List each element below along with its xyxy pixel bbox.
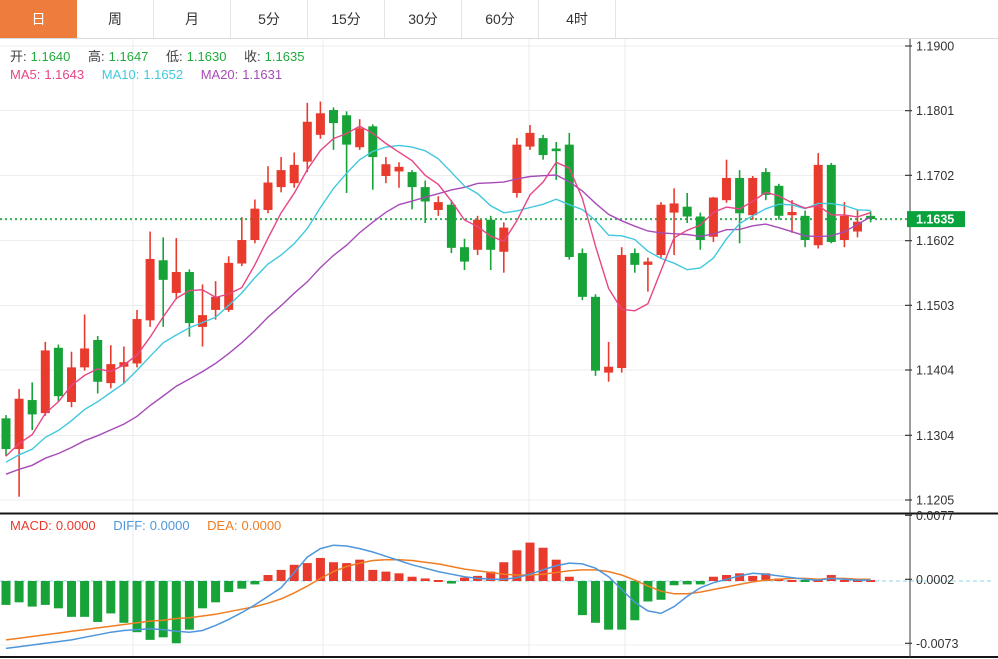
price-tick-label: 1.1404 [916, 364, 954, 378]
tab-label: 30分 [408, 11, 438, 27]
macd-panel [0, 542, 992, 650]
macd-legend: MACD: 0.0000 DIFF: 0.0000 DEA: 0.0000 [10, 518, 285, 533]
high-label: 高: [88, 49, 105, 64]
ma20-label: MA20: [200, 67, 239, 82]
tab-4hour[interactable]: 4时 [539, 0, 616, 38]
tab-60min[interactable]: 60分 [462, 0, 539, 38]
price-tick-label: 1.1602 [916, 234, 954, 248]
tab-label: 15分 [331, 11, 361, 27]
macd-tick-label: -0.0073 [916, 637, 958, 651]
price-tick-label: 1.1503 [916, 299, 954, 313]
ma10-line [5, 144, 871, 463]
open-label: 开: [10, 49, 27, 64]
ma-lines [5, 125, 871, 475]
ma5-line [5, 125, 871, 457]
last-price-badge: 1.1635 [907, 211, 965, 228]
tab-label: 5分 [258, 11, 280, 27]
macd-label: MACD: [10, 518, 52, 533]
macd-tick-label: 0.0077 [916, 509, 954, 523]
timeframe-tabbar: 日 周 月 5分 15分 30分 60分 4时 [0, 0, 998, 39]
close-label: 收: [244, 49, 261, 64]
macd-tick-label: 0.0002 [916, 573, 954, 587]
tab-15min[interactable]: 15分 [308, 0, 385, 38]
price-axis: 1.1900 1.1801 1.1702 1.1602 1.1503 1.1404 1.13… [0, 38, 998, 658]
price-tick-label: 1.1205 [916, 494, 954, 508]
dea-label: DEA: [207, 518, 238, 533]
ma20-value: 1.1631 [242, 67, 283, 82]
tab-week[interactable]: 周 [77, 0, 154, 38]
open-value: 1.1640 [30, 49, 71, 64]
price-tick-label: 1.1801 [916, 104, 954, 118]
low-label: 低: [166, 49, 183, 64]
dea-value: 0.0000 [241, 518, 282, 533]
macd-value: 0.0000 [55, 518, 96, 533]
ma-legend: MA5: 1.1643 MA10: 1.1652 MA20: 1.1631 [10, 67, 286, 82]
price-tick-label: 1.1702 [916, 169, 954, 183]
ma5-label: MA5: [10, 67, 41, 82]
last-price-badge-text: 1.1635 [916, 213, 954, 227]
price-tick-label: 1.1304 [916, 429, 954, 443]
diff-label: DIFF: [113, 518, 146, 533]
ma5-value: 1.1643 [44, 67, 85, 82]
tab-label: 日 [31, 11, 46, 27]
ma20-line [5, 174, 871, 475]
tab-label: 4时 [566, 11, 588, 27]
tab-label: 月 [185, 11, 199, 27]
tab-day[interactable]: 日 [0, 0, 77, 38]
tab-month[interactable]: 月 [154, 0, 231, 38]
ma10-value: 1.1652 [143, 67, 184, 82]
close-value: 1.1635 [264, 49, 305, 64]
low-value: 1.1630 [186, 49, 227, 64]
high-value: 1.1647 [108, 49, 149, 64]
diff-value: 0.0000 [149, 518, 190, 533]
price-tick-label: 1.1900 [916, 40, 954, 54]
tab-5min[interactable]: 5分 [231, 0, 308, 38]
tab-30min[interactable]: 30分 [385, 0, 462, 38]
tab-label: 60分 [485, 11, 515, 27]
dea-line [5, 558, 871, 641]
diff-line [5, 544, 871, 650]
ma10-label: MA10: [101, 67, 140, 82]
tab-label: 周 [108, 11, 122, 27]
ohlc-legend: 开: 1.1640 高: 1.1647 低: 1.1630 收: 1.1635 [10, 46, 308, 65]
